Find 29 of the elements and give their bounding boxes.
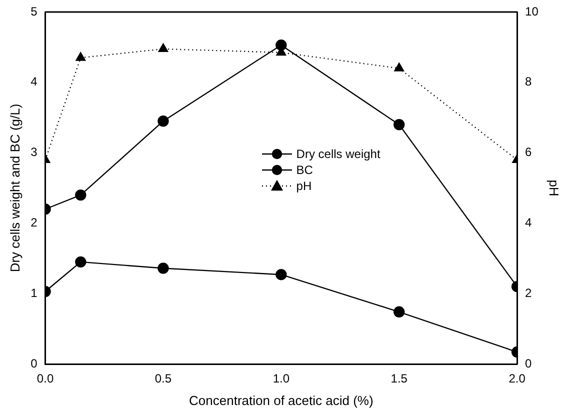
y2-tick-label: 2	[525, 286, 532, 300]
x-tick-label: 0.5	[154, 372, 172, 386]
y2-tick-label: 10	[525, 4, 539, 18]
x-axis-title: Concentration of acetic acid (%)	[189, 392, 374, 408]
y-tick-label: 2	[30, 216, 38, 230]
legend-label: pH	[296, 178, 312, 193]
x-tick-label: 1.0	[272, 372, 290, 386]
y-tick-label: 4	[30, 74, 38, 89]
point	[158, 262, 169, 274]
x-tick-label: 2.0	[508, 372, 526, 386]
y2-tick-label: 8	[525, 74, 532, 89]
y2-axis-title: pH	[546, 180, 562, 196]
legend-label: BC	[296, 162, 313, 177]
point	[276, 268, 287, 280]
y-axis-title: Dry cells weight and BC (g/L)	[7, 104, 22, 272]
x-tick-label: 1.5	[390, 372, 408, 386]
y-tick-label: 5	[30, 4, 38, 18]
y2-tick-label: 0	[525, 356, 532, 370]
point	[276, 39, 287, 51]
y-tick-label: 0	[30, 356, 38, 370]
y2-tick-label: 6	[525, 145, 532, 160]
y-tick-label: 1	[30, 286, 38, 300]
x-tick-label: 0.0	[36, 372, 54, 386]
point	[394, 62, 404, 72]
y2-tick-label: 4	[525, 216, 532, 230]
point	[158, 43, 168, 52]
y-tick-label: 3	[30, 145, 38, 160]
legend-label: Dry cells weight	[296, 146, 380, 161]
point	[158, 116, 169, 127]
